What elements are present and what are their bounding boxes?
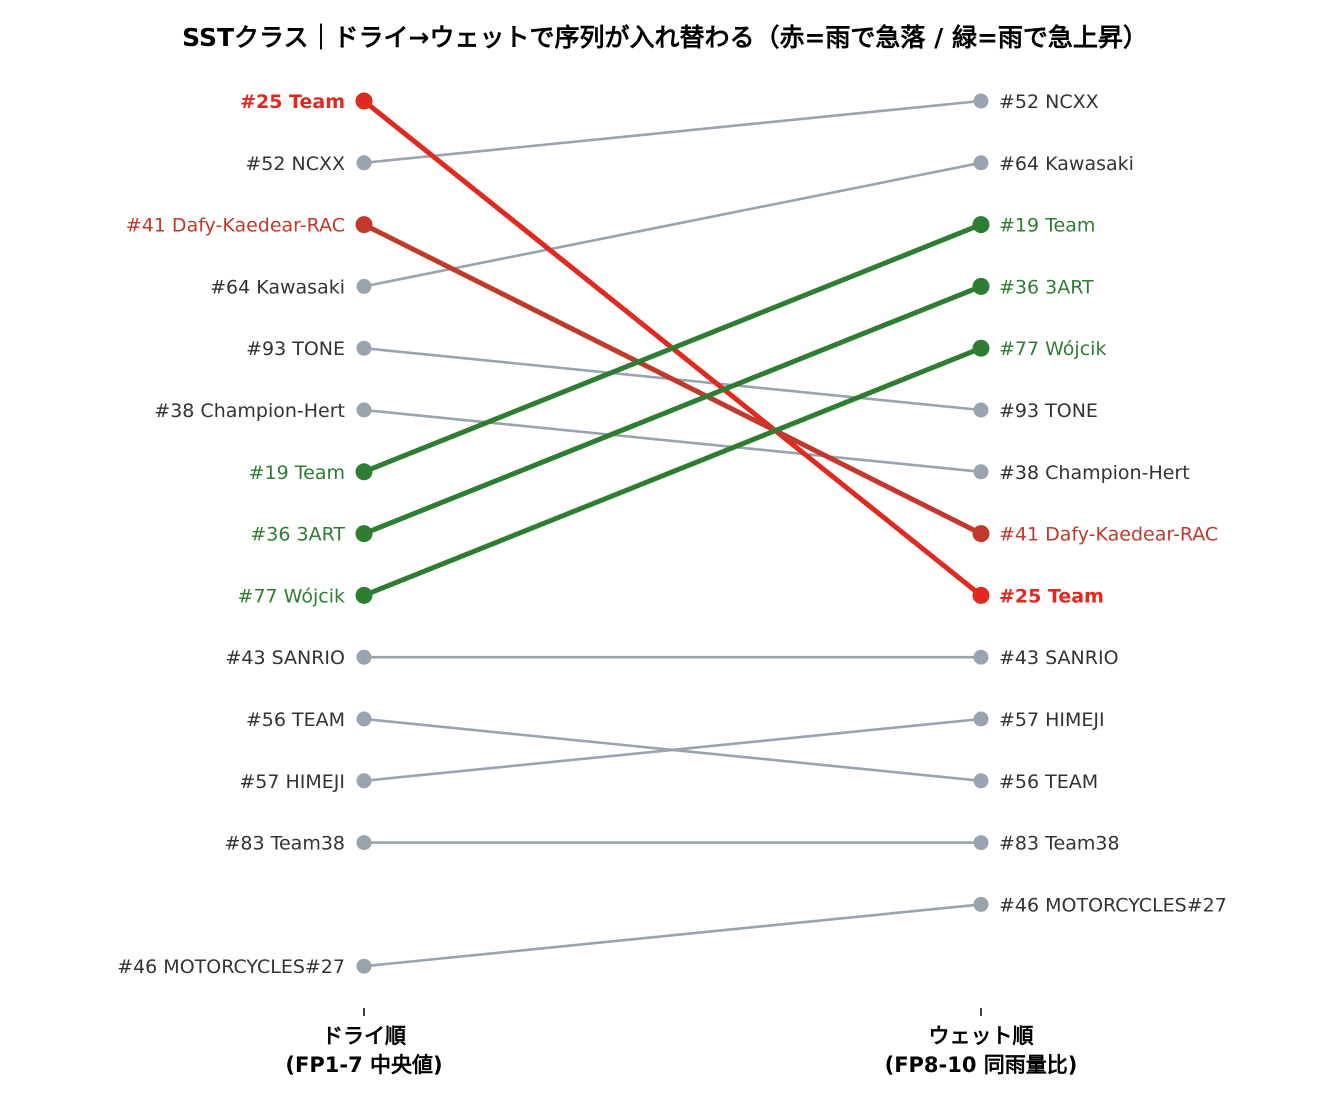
label-wet: #57 HIMEJI [999, 709, 1105, 731]
point-wet [972, 525, 990, 543]
point-wet [973, 711, 989, 727]
label-dry: #43 SANRIO [225, 647, 345, 669]
label-dry: #38 Champion-Hert [154, 400, 345, 422]
axis-label-wet: ウェット順 [929, 1024, 1035, 1048]
label-dry: #52 NCXX [245, 153, 345, 175]
point-dry [356, 773, 372, 789]
label-dry: #25 Team [240, 91, 345, 113]
point-wet [973, 896, 989, 912]
point-dry [356, 711, 372, 727]
point-wet [973, 402, 989, 418]
point-dry [355, 586, 373, 604]
series-line [361, 345, 984, 598]
label-wet: #36 3ART [999, 276, 1094, 298]
label-wet: #52 NCXX [999, 91, 1099, 113]
label-wet: #38 Champion-Hert [999, 462, 1190, 484]
label-wet: #56 TEAM [999, 771, 1098, 793]
point-dry [356, 835, 372, 851]
label-dry: #19 Team [249, 462, 345, 484]
series-line [362, 903, 983, 968]
axis-sublabel-dry: (FP1-7 中央値) [285, 1053, 442, 1077]
point-dry [356, 958, 372, 974]
chart-title: SSTクラス｜ドライ→ウェットで序列が入れ替わる（赤=雨で急落 / 緑=雨で急上… [182, 23, 1148, 52]
point-dry [355, 463, 373, 481]
label-wet: #25 Team [999, 585, 1104, 607]
label-dry: #64 Kawasaki [210, 276, 345, 298]
axis-label-dry: ドライ順 [322, 1024, 407, 1048]
point-wet [972, 586, 990, 604]
point-dry [356, 155, 372, 171]
point-dry [356, 649, 372, 665]
label-dry: #83 Team38 [224, 833, 345, 855]
point-wet [973, 835, 989, 851]
series-line [362, 408, 983, 474]
label-wet: #64 Kawasaki [999, 153, 1134, 175]
series-labels: #25 Team #25 Team #52 NCXX #52 NCXX #41 Dafy… [117, 91, 1227, 978]
point-wet [973, 464, 989, 480]
point-wet [972, 277, 990, 295]
axis-sublabel-wet: (FP8-10 同雨量比) [885, 1053, 1078, 1077]
label-dry: #57 HIMEJI [239, 771, 345, 793]
series-line [361, 222, 984, 475]
label-wet: #43 SANRIO [999, 647, 1119, 669]
series-line [362, 161, 983, 288]
label-wet: #93 TONE [999, 400, 1098, 422]
label-wet: #77 Wójcik [999, 338, 1106, 360]
label-dry: #46 MOTORCYCLES#27 [117, 956, 345, 978]
label-wet: #83 Team38 [999, 833, 1120, 855]
label-dry: #93 TONE [246, 338, 345, 360]
point-dry [355, 216, 373, 234]
label-wet: #19 Team [999, 215, 1095, 237]
point-wet [972, 339, 990, 357]
point-dry [356, 278, 372, 294]
series-points [355, 92, 990, 974]
point-wet [972, 216, 990, 234]
label-dry: #41 Dafy-Kaedear-RAC [126, 215, 345, 237]
series-line [362, 99, 983, 165]
series-line [362, 717, 983, 783]
point-wet [973, 649, 989, 665]
label-dry: #77 Wójcik [238, 585, 345, 607]
series-line [361, 222, 984, 537]
label-dry: #56 TEAM [246, 709, 345, 731]
point-dry [355, 525, 373, 543]
label-dry: #36 3ART [250, 524, 345, 546]
point-wet [973, 155, 989, 171]
series-lines [361, 98, 984, 968]
point-wet [973, 93, 989, 109]
point-dry [355, 92, 373, 110]
point-dry [356, 340, 372, 356]
series-line [361, 283, 984, 537]
label-wet: #46 MOTORCYCLES#27 [999, 894, 1227, 916]
point-wet [973, 773, 989, 789]
point-dry [356, 402, 372, 418]
label-wet: #41 Dafy-Kaedear-RAC [999, 524, 1218, 546]
